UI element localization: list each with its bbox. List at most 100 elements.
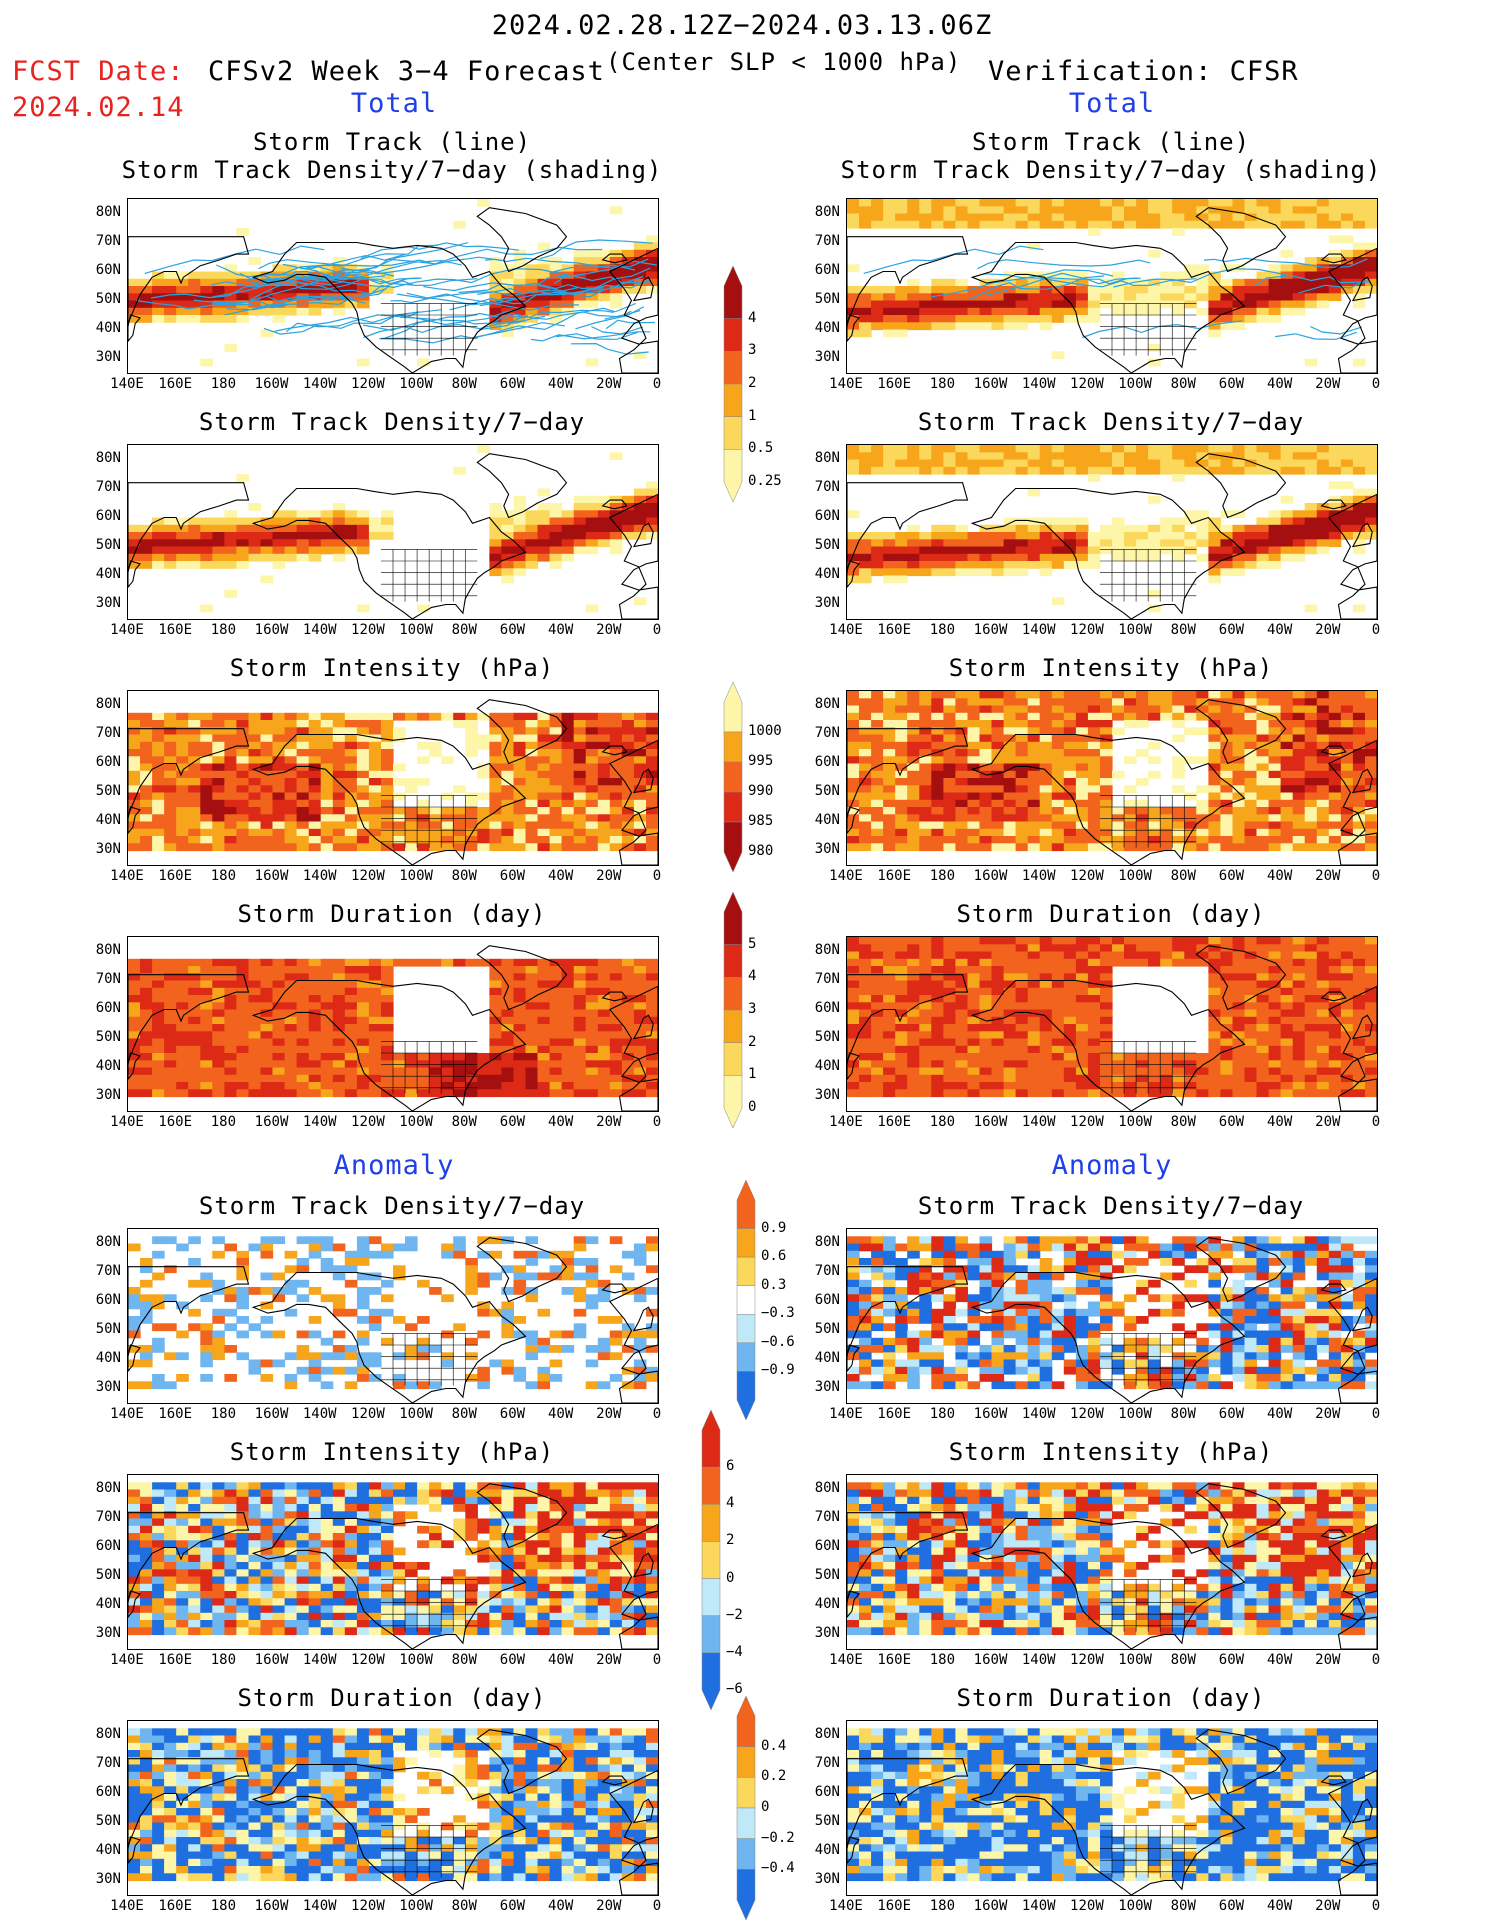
colorbar-label: 0 — [748, 1099, 757, 1115]
lat-label: 70N — [814, 478, 840, 495]
lat-label: 80N — [95, 1479, 121, 1496]
lon-label: 160E — [158, 376, 193, 392]
colorbar-label: 0.25 — [748, 473, 782, 489]
lon-label: 120W — [1070, 1406, 1104, 1422]
lon-label: 160W — [254, 1406, 289, 1422]
coastlines — [128, 453, 658, 619]
lon-label: 40W — [547, 1114, 574, 1130]
lat-label: 30N — [814, 594, 840, 611]
lon-label: 100W — [1118, 1898, 1152, 1914]
lon-label: 160W — [973, 1114, 1008, 1130]
lat-label: 50N — [95, 1320, 121, 1337]
lon-label: 80W — [1170, 868, 1196, 884]
lon-label: 0 — [652, 1652, 662, 1668]
lon-label: 0 — [1371, 868, 1381, 884]
colorbar-label: 4 — [726, 1495, 735, 1512]
lon-label: 120W — [1070, 376, 1104, 392]
fcst-date-value: 2024.02.14 — [12, 92, 185, 123]
lat-label: 80N — [814, 695, 840, 712]
lon-label: 180 — [210, 868, 237, 884]
lat-label: 70N — [95, 478, 121, 495]
lon-label: 180 — [929, 1652, 956, 1668]
lat-label: 40N — [95, 1595, 121, 1612]
lon-label: 100W — [399, 376, 433, 392]
lat-label: 40N — [95, 565, 121, 582]
lon-label: 160W — [254, 622, 289, 638]
panel-title: Storm Track Density/7−day — [917, 1192, 1305, 1220]
map-panel-l4 — [127, 936, 659, 1112]
lat-label: 30N — [814, 1378, 840, 1395]
lon-label: 140W — [302, 1406, 337, 1422]
lat-label: 40N — [814, 1057, 840, 1074]
model-title: CFSv2 Week 3−4 Forecast — [208, 56, 605, 87]
lon-label: 80W — [1170, 1898, 1196, 1914]
lon-label: 0 — [1371, 1114, 1381, 1130]
lon-label: 60W — [499, 622, 526, 638]
panel-title: Storm Intensity (hPa) — [948, 654, 1274, 682]
lon-label: 140W — [1021, 1652, 1056, 1668]
lat-label: 70N — [814, 1262, 840, 1279]
panel-title: Storm Intensity (hPa) — [229, 654, 555, 682]
lon-label: 60W — [1218, 1406, 1245, 1422]
panel-title-line2: Storm Track Density/7−day (shading) — [840, 156, 1382, 184]
lon-label: 140E — [829, 376, 863, 392]
lat-label: 40N — [95, 319, 121, 336]
panel-title-line1: Storm Track (line) — [971, 128, 1251, 156]
lon-label: 160E — [158, 1406, 193, 1422]
shading-field — [847, 1236, 1377, 1390]
fcst-date-label: FCST Date: — [12, 56, 185, 87]
panel-title: Storm Duration (day) — [956, 900, 1266, 928]
lon-label: 0 — [1371, 1406, 1381, 1422]
colorbar-label: 0.3 — [761, 1276, 787, 1293]
lon-label: 160E — [158, 622, 193, 638]
lat-label: 50N — [95, 1028, 121, 1045]
lon-label: 180 — [210, 622, 237, 638]
colorbar-label: 0.4 — [761, 1737, 787, 1754]
shading-field — [847, 199, 1377, 367]
lat-label: 60N — [814, 753, 840, 770]
colorbar-label: −0.3 — [761, 1305, 795, 1322]
lon-label: 20W — [1315, 376, 1341, 392]
lat-label: 50N — [814, 782, 840, 799]
colorbar-label: −0.9 — [761, 1362, 795, 1379]
panel-title-line2: Storm Track Density/7−day (shading) — [121, 156, 663, 184]
lat-label: 80N — [814, 941, 840, 958]
lon-label: 40W — [547, 1652, 574, 1668]
map-panel-l1 — [127, 198, 659, 374]
map-panel-l7 — [127, 1720, 659, 1896]
lat-label: 30N — [95, 1086, 121, 1103]
lon-label: 160E — [158, 1898, 193, 1914]
left-total-label: Total — [350, 88, 438, 119]
lat-label: 60N — [814, 261, 840, 278]
coastlines — [128, 1237, 658, 1403]
lon-label: 20W — [596, 1406, 622, 1422]
lon-label: 60W — [499, 1114, 526, 1130]
lon-label: 80W — [451, 868, 477, 884]
lat-label: 50N — [814, 1566, 840, 1583]
right-total-label: Total — [1068, 88, 1156, 119]
lat-label: 60N — [95, 753, 121, 770]
lat-label: 70N — [814, 1754, 840, 1771]
lon-label: 100W — [399, 1898, 433, 1914]
lon-label: 20W — [1315, 622, 1341, 638]
colorbar-label: 4 — [748, 968, 757, 985]
colorbar-duration — [722, 891, 744, 1132]
lat-label: 80N — [814, 1233, 840, 1250]
lon-label: 140E — [829, 622, 863, 638]
lat-label: 40N — [814, 1595, 840, 1612]
panel-title: Storm Intensity (hPa) — [229, 1438, 555, 1466]
coastlines — [128, 945, 658, 1111]
lon-label: 40W — [1266, 1652, 1293, 1668]
criteria-label: (Center SLP < 1000 hPa) — [606, 48, 962, 76]
map-panel-r2 — [846, 444, 1378, 620]
lon-label: 180 — [210, 1898, 237, 1914]
lon-label: 140E — [110, 1406, 144, 1422]
lon-label: 160E — [877, 622, 912, 638]
lon-label: 160E — [877, 1898, 912, 1914]
panel-title: Storm Intensity (hPa) — [948, 1438, 1274, 1466]
lat-label: 60N — [95, 1291, 121, 1308]
lat-label: 80N — [814, 203, 840, 220]
lon-label: 100W — [1118, 1406, 1152, 1422]
lon-label: 100W — [1118, 622, 1152, 638]
coastlines — [128, 699, 658, 865]
